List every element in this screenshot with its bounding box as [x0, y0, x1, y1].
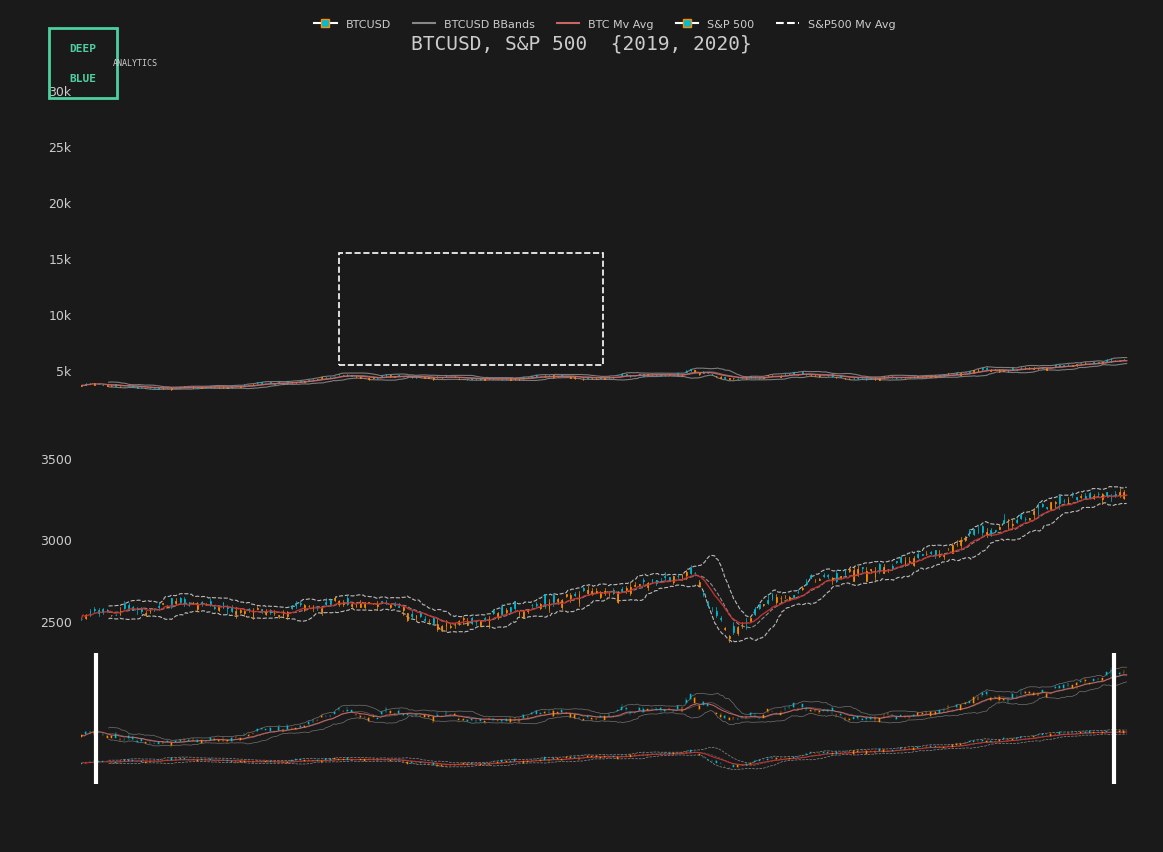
Text: ANALYTICS: ANALYTICS — [113, 60, 158, 68]
Text: BTCUSD, S&P 500  {2019, 2020}: BTCUSD, S&P 500 {2019, 2020} — [412, 34, 751, 53]
Text: DEEP: DEEP — [69, 43, 97, 54]
Text: BLUE: BLUE — [69, 74, 97, 84]
Bar — [338, 253, 604, 366]
Legend: BTCUSD, BTCUSD BBands, BTC Mv Avg, S&P 500, S&P500 Mv Avg: BTCUSD, BTCUSD BBands, BTC Mv Avg, S&P 5… — [309, 15, 900, 34]
